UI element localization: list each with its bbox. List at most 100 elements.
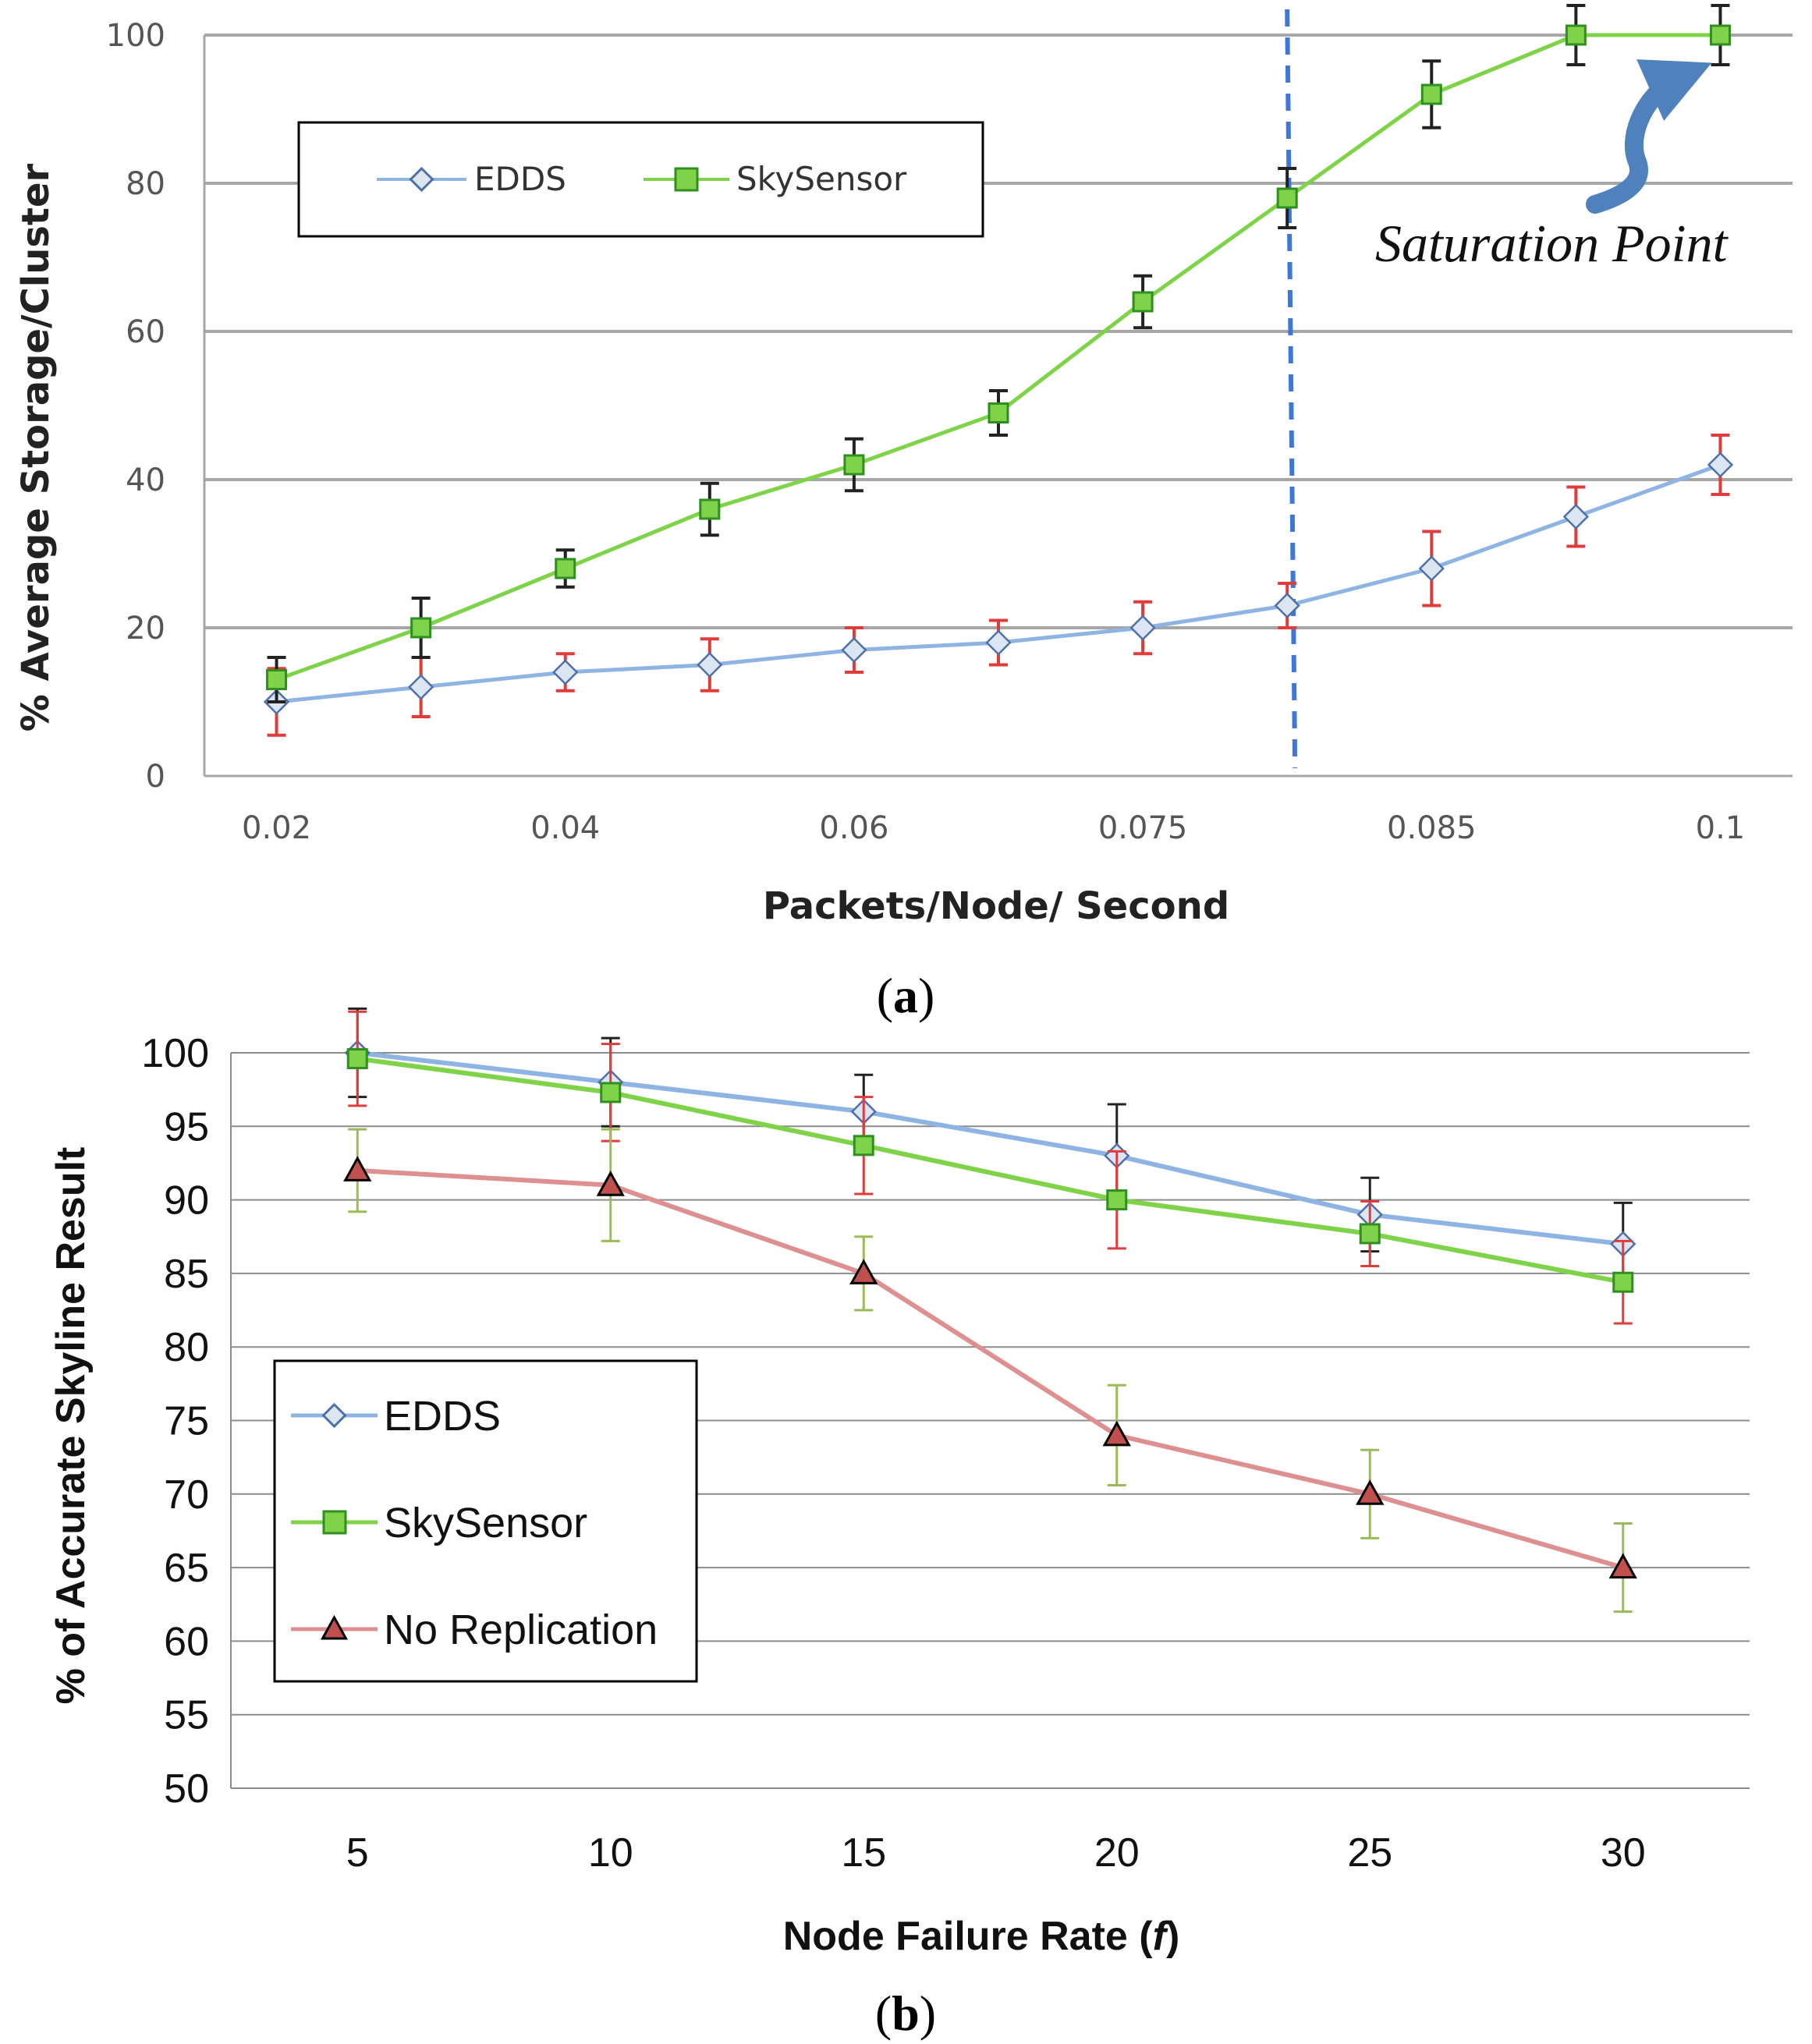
x-tick-label-30: 30 (1601, 1830, 1646, 1876)
point-skysensor-3 (699, 498, 721, 520)
x-tick-label-20: 20 (1094, 1830, 1140, 1876)
y-tick-label-95: 95 (164, 1104, 209, 1150)
b-legend-marker-no-replication (320, 1614, 349, 1640)
b-caption: (b) (875, 1986, 936, 2041)
x-tick-label-0-02: 0.02 (242, 810, 311, 846)
b-legend-label-no-replication: No Replication (384, 1607, 658, 1653)
a-y-tick-labels: 0 20 40 60 80 100 (106, 18, 165, 795)
b-legend-label-skysensor: SkySensor (384, 1500, 587, 1546)
point-skysensor-9 (1565, 24, 1587, 46)
point-no-replication-5 (1608, 1553, 1637, 1579)
a-x-tick-labels: 0.02 0.04 0.06 0.075 0.085 0.1 (242, 810, 1745, 846)
y-tick-label-50: 50 (164, 1766, 209, 1812)
b-legend-marker-skysensor (322, 1510, 347, 1535)
point-edds-4 (841, 636, 867, 664)
point-skysensor-1 (600, 1082, 622, 1103)
series-skysensor (266, 4, 1731, 703)
x-tick-label-0-06: 0.06 (819, 810, 888, 846)
x-tick-label-0-075: 0.075 (1098, 810, 1188, 846)
b-legend-marker-edds (321, 1402, 347, 1429)
series-line-skysensor (356, 1056, 1624, 1285)
a-legend: EDDS SkySensor (297, 121, 984, 238)
a-x-axis-title: Packets/Node/ Second (763, 884, 1229, 928)
point-edds-6 (1129, 615, 1156, 641)
y-tick-label-55: 55 (164, 1693, 209, 1738)
y-tick-label-0: 0 (146, 759, 165, 795)
a-legend-label-skysensor: SkySensor (736, 160, 907, 198)
saturation-label: Saturation Point (1375, 214, 1729, 273)
series-edds (344, 1007, 1636, 1287)
y-tick-label-80: 80 (126, 166, 165, 202)
point-skysensor-4 (843, 454, 865, 476)
b-legend: EDDS SkySensor No Replication (273, 1359, 698, 1683)
point-skysensor-2 (853, 1135, 874, 1157)
a-axes (203, 35, 1792, 778)
y-tick-label-20: 20 (126, 611, 165, 646)
point-edds-9 (1562, 503, 1590, 530)
point-edds-10 (1707, 452, 1734, 478)
x-tick-label-10: 10 (588, 1830, 633, 1876)
point-skysensor-5 (1612, 1271, 1634, 1293)
point-edds-8 (1418, 555, 1445, 582)
y-tick-label-60: 60 (126, 314, 165, 350)
b-y-tick-labels: 50 55 60 65 70 75 80 85 90 95 100 (141, 1031, 209, 1812)
a-y-axis-title: % Average Storage/Cluster (14, 163, 58, 732)
x-tick-label-0-1: 0.1 (1696, 810, 1746, 846)
b-x-tick-labels: 5 10 15 20 25 30 (346, 1830, 1646, 1876)
a-caption: (a) (877, 968, 935, 1023)
point-skysensor-0 (346, 1048, 368, 1070)
series-no-replication (343, 1128, 1637, 1614)
x-tick-label-0-04: 0.04 (530, 810, 600, 846)
y-tick-label-100: 100 (106, 18, 165, 54)
point-no-replication-1 (596, 1171, 625, 1196)
point-edds-3 (697, 651, 723, 678)
y-tick-label-60: 60 (164, 1619, 209, 1664)
series-skysensor (346, 1010, 1634, 1325)
b-series (343, 1007, 1637, 1614)
y-tick-label-65: 65 (164, 1546, 209, 1591)
point-no-replication-3 (1102, 1420, 1131, 1447)
series-line-edds (356, 1050, 1624, 1247)
point-skysensor-4 (1359, 1223, 1381, 1245)
point-edds-1 (407, 674, 434, 700)
b-x-axis-title: Node Failure Rate (f) (783, 1914, 1180, 1959)
y-tick-label-70: 70 (164, 1472, 209, 1518)
point-skysensor-3 (1106, 1189, 1128, 1211)
point-no-replication-4 (1356, 1479, 1385, 1505)
b-legend-label-edds: EDDS (384, 1393, 501, 1440)
point-skysensor-2 (555, 558, 576, 579)
y-tick-label-80: 80 (164, 1325, 209, 1370)
point-edds-5 (985, 629, 1012, 656)
point-no-replication-2 (849, 1259, 878, 1284)
chart-a: 0 20 40 60 80 100 0.02 0.04 0.06 0.075 0.085 0.1 E… (14, 4, 1792, 1023)
x-tick-label-5: 5 (346, 1830, 369, 1876)
saturation-vertical-line (1285, 9, 1298, 769)
y-tick-label-85: 85 (164, 1252, 209, 1297)
point-skysensor-7 (1276, 187, 1298, 209)
point-skysensor-8 (1420, 83, 1442, 105)
y-tick-label-90: 90 (164, 1178, 209, 1224)
point-edds-2 (552, 659, 579, 685)
point-skysensor-0 (266, 669, 288, 690)
saturation-arrow (1586, 59, 1712, 214)
a-legend-label-edds: EDDS (474, 160, 566, 198)
y-tick-label-75: 75 (164, 1399, 209, 1444)
a-legend-marker-skysensor (674, 167, 699, 192)
point-skysensor-10 (1709, 24, 1731, 46)
series-line-no-replication (357, 1167, 1624, 1570)
point-edds-7 (1274, 592, 1300, 619)
b-y-axis-title: % of Accurate Skyline Result (48, 1147, 94, 1705)
point-skysensor-6 (1132, 291, 1154, 313)
point-skysensor-5 (988, 402, 1009, 423)
y-tick-label-40: 40 (126, 462, 165, 498)
point-skysensor-1 (410, 617, 432, 639)
a-series (263, 4, 1734, 737)
y-tick-label-100: 100 (141, 1031, 209, 1076)
point-no-replication-0 (343, 1156, 372, 1181)
x-tick-label-0-085: 0.085 (1387, 810, 1477, 846)
b-axes (230, 1053, 1750, 1789)
a-legend-marker-edds (409, 166, 434, 193)
x-tick-label-25: 25 (1347, 1830, 1392, 1876)
saturation-annotation: Saturation Point (1375, 59, 1729, 273)
